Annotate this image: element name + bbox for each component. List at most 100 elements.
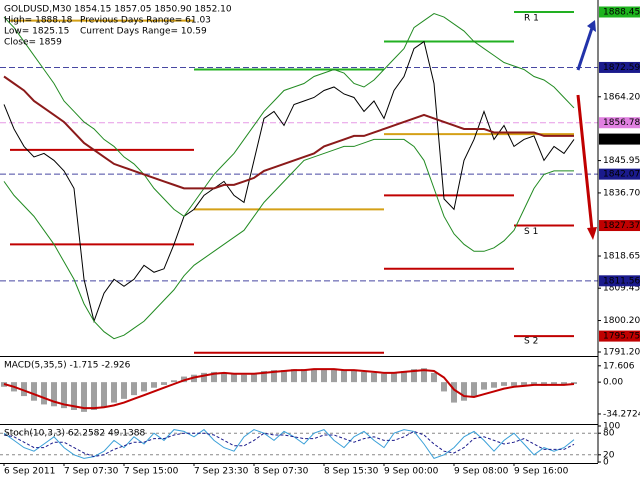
histogram-bar <box>501 382 507 386</box>
x-tick-label: 7 Sep 15:00 <box>124 467 179 477</box>
y-tick-label: 0.00 <box>603 378 623 388</box>
panel-title: MACD(5,35,5) -1.715 -2.926 <box>4 361 131 371</box>
annotation: Low= 1825.15 <box>4 27 69 37</box>
histogram-bar <box>71 382 77 410</box>
price-tag <box>599 133 640 145</box>
histogram-bar <box>411 369 417 383</box>
x-tick-label: 8 Sep 15:30 <box>324 467 379 477</box>
y-tick-label: 100 <box>603 422 620 432</box>
histogram-bar <box>161 382 167 385</box>
series-line <box>3 13 575 218</box>
histogram-bar <box>551 382 557 384</box>
histogram-bar <box>321 369 327 383</box>
price-tag <box>599 6 640 18</box>
histogram-bar <box>291 369 297 383</box>
histogram-bar <box>251 373 257 383</box>
price-tag <box>599 220 640 232</box>
histogram-bar <box>41 382 47 405</box>
y-tick-label: 1864.20 <box>603 92 640 102</box>
price-tag <box>599 168 640 180</box>
histogram-bar <box>271 370 277 383</box>
price-tag <box>599 61 640 73</box>
histogram-bar <box>201 372 207 383</box>
y-tick-label: 20 <box>603 450 615 460</box>
histogram-bar <box>341 370 347 383</box>
plot-layer: R 1 S 1 S 2 1864.20 1845.95 1836.70 1818.65 180… <box>0 5 640 477</box>
y-tick-label: 1818.65 <box>603 252 640 262</box>
forecast-arrow-up <box>576 27 594 71</box>
series-line <box>3 138 574 340</box>
histogram-bar <box>61 382 67 409</box>
series-line <box>3 430 575 458</box>
histogram-bar <box>281 370 287 383</box>
histogram-bar <box>441 382 447 392</box>
histogram-bar <box>211 371 217 383</box>
price-tag-label: 1856.78 <box>603 118 640 128</box>
histogram-bar <box>261 371 267 383</box>
x-tick-label: 7 Sep 07:30 <box>64 467 119 477</box>
histogram-bar <box>401 371 407 383</box>
y-tick-label: 1800.20 <box>603 316 640 326</box>
histogram-bar <box>511 382 517 386</box>
y-tick-label: 0 <box>603 458 609 468</box>
histogram-bar <box>131 382 137 396</box>
x-tick-label: 6 Sep 2011 <box>4 467 55 477</box>
x-tick-label: 8 Sep 07:30 <box>254 467 309 477</box>
histogram-bar <box>431 372 437 383</box>
forecast-arrow-down <box>576 94 594 231</box>
histogram-bar <box>221 372 227 383</box>
level-label: R 1 <box>524 14 539 24</box>
histogram-bar <box>471 382 477 397</box>
y-tick-label: 1836.70 <box>603 188 640 198</box>
histogram-bar <box>491 382 497 388</box>
histogram-bar <box>21 382 27 397</box>
histogram-bar <box>151 382 157 388</box>
histogram-bar <box>331 369 337 383</box>
histogram-bar <box>481 382 487 390</box>
histogram-bar <box>451 382 457 403</box>
series-line <box>3 428 575 460</box>
histogram-bar <box>231 373 237 383</box>
y-tick-label: 1845.95 <box>603 156 640 166</box>
histogram-bar <box>31 382 37 401</box>
annotation: Previous Days Range= 61.03 <box>80 16 211 26</box>
y-tick-label: 80 <box>603 429 615 439</box>
histogram-bar <box>421 368 427 383</box>
arrow-head <box>587 20 596 32</box>
panel-title: Stoch(10,3,3) 62.2582 49.1388 <box>4 429 145 439</box>
y-tick-label: 1809.45 <box>603 284 640 294</box>
level-label: S 2 <box>524 337 538 347</box>
histogram-bar <box>361 371 367 383</box>
price-tag-label: 1827.37 <box>603 221 640 231</box>
histogram-bar <box>391 372 397 383</box>
price-tag <box>599 275 640 287</box>
x-tick-label: 9 Sep 16:00 <box>514 467 569 477</box>
histogram-bar <box>381 373 387 383</box>
histogram-bar <box>141 382 147 392</box>
price-tag-label: 1872.59 <box>603 63 640 73</box>
panel-title: GOLDUSD,M30 1854.15 1857.05 1850.90 1852… <box>4 5 232 15</box>
y-tick-label: 1791.20 <box>603 347 640 357</box>
annotation: Close= 1859 <box>4 38 62 48</box>
histogram-bar <box>301 369 307 383</box>
histogram-bar <box>461 382 467 401</box>
series-line <box>3 368 575 410</box>
x-tick-label: 9 Sep 08:00 <box>454 467 509 477</box>
arrow-head <box>587 227 597 240</box>
price-tag-label: 1888.45 <box>603 7 640 17</box>
histogram-bar <box>351 371 357 383</box>
histogram-bar <box>81 382 87 412</box>
histogram-bar <box>521 382 527 385</box>
histogram-bar <box>121 382 127 399</box>
x-tick-label: 9 Sep 00:00 <box>384 467 439 477</box>
price-tag-label: 1852.10 <box>603 135 640 145</box>
histogram-bar <box>91 382 97 410</box>
histogram-bar <box>101 382 107 408</box>
series-line <box>3 75 574 190</box>
x-tick-label: 7 Sep 23:30 <box>194 467 249 477</box>
histogram-bar <box>171 380 177 383</box>
histogram-bar <box>241 374 247 383</box>
price-tag <box>599 330 640 342</box>
series-line <box>3 40 575 323</box>
